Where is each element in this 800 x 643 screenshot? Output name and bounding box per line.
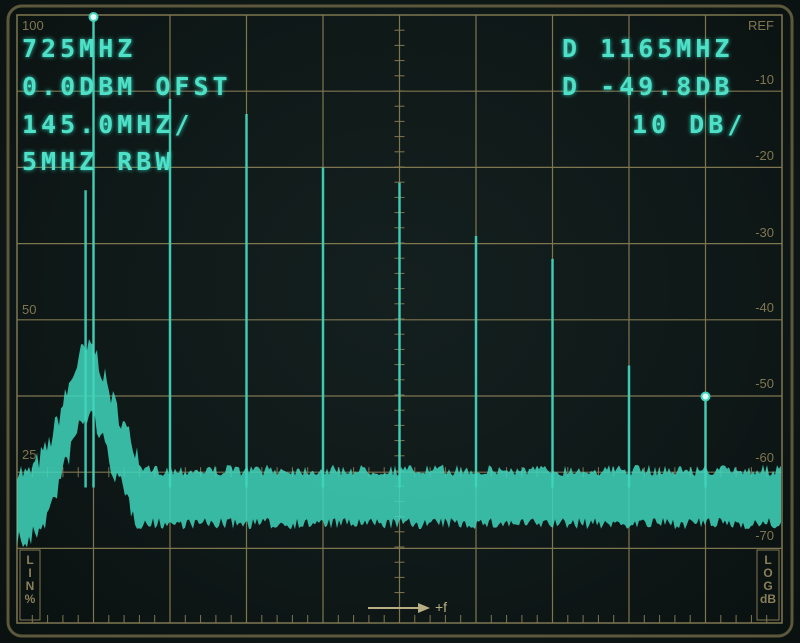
log-db-label: L O G dB [759, 554, 777, 606]
marker-level-readout: D -49.8DB [562, 72, 734, 101]
right-label-70: -70 [755, 528, 774, 543]
frequency-arrow-head [418, 603, 430, 613]
left-label-100: 100 [22, 18, 44, 33]
marker-frequency-readout: D 1165MHZ [562, 34, 734, 63]
right-label-60: -60 [755, 450, 774, 465]
lin-letter: N [25, 579, 35, 593]
center-frequency-readout: 725MHZ [22, 34, 137, 63]
right-label-40: -40 [755, 300, 774, 315]
lin-letter: % [24, 592, 36, 606]
screen-bezel [6, 4, 794, 638]
log-label-box [756, 549, 780, 621]
marker-reference [88, 12, 99, 22]
marker-delta [700, 391, 711, 402]
log-letter: G [763, 579, 773, 593]
lin-letter: I [28, 566, 32, 580]
span-readout: 145.0MHZ/ [22, 110, 194, 139]
right-label-ref: REF [748, 18, 774, 33]
noise-floor-band [17, 339, 781, 548]
ref-offset-readout: 0.0DBM OFST [22, 72, 232, 101]
right-label-10: -10 [755, 72, 774, 87]
log-letter: O [763, 566, 773, 580]
lin-letter: L [26, 553, 34, 567]
frequency-direction-label: +f [435, 599, 448, 615]
lin-label-box [19, 549, 41, 621]
log-letter: dB [760, 592, 776, 606]
right-label-50: -50 [755, 376, 774, 391]
scale-readout: 10 DB/ [632, 110, 747, 139]
log-letter: L [764, 553, 772, 567]
right-label-20: -20 [755, 148, 774, 163]
rbw-readout: 5MHZ RBW [22, 147, 175, 176]
right-label-30: -30 [755, 225, 774, 240]
lin-percent-label: L I N % [24, 554, 36, 606]
left-label-25: 25 [22, 447, 37, 462]
left-label-50: 50 [22, 302, 37, 317]
